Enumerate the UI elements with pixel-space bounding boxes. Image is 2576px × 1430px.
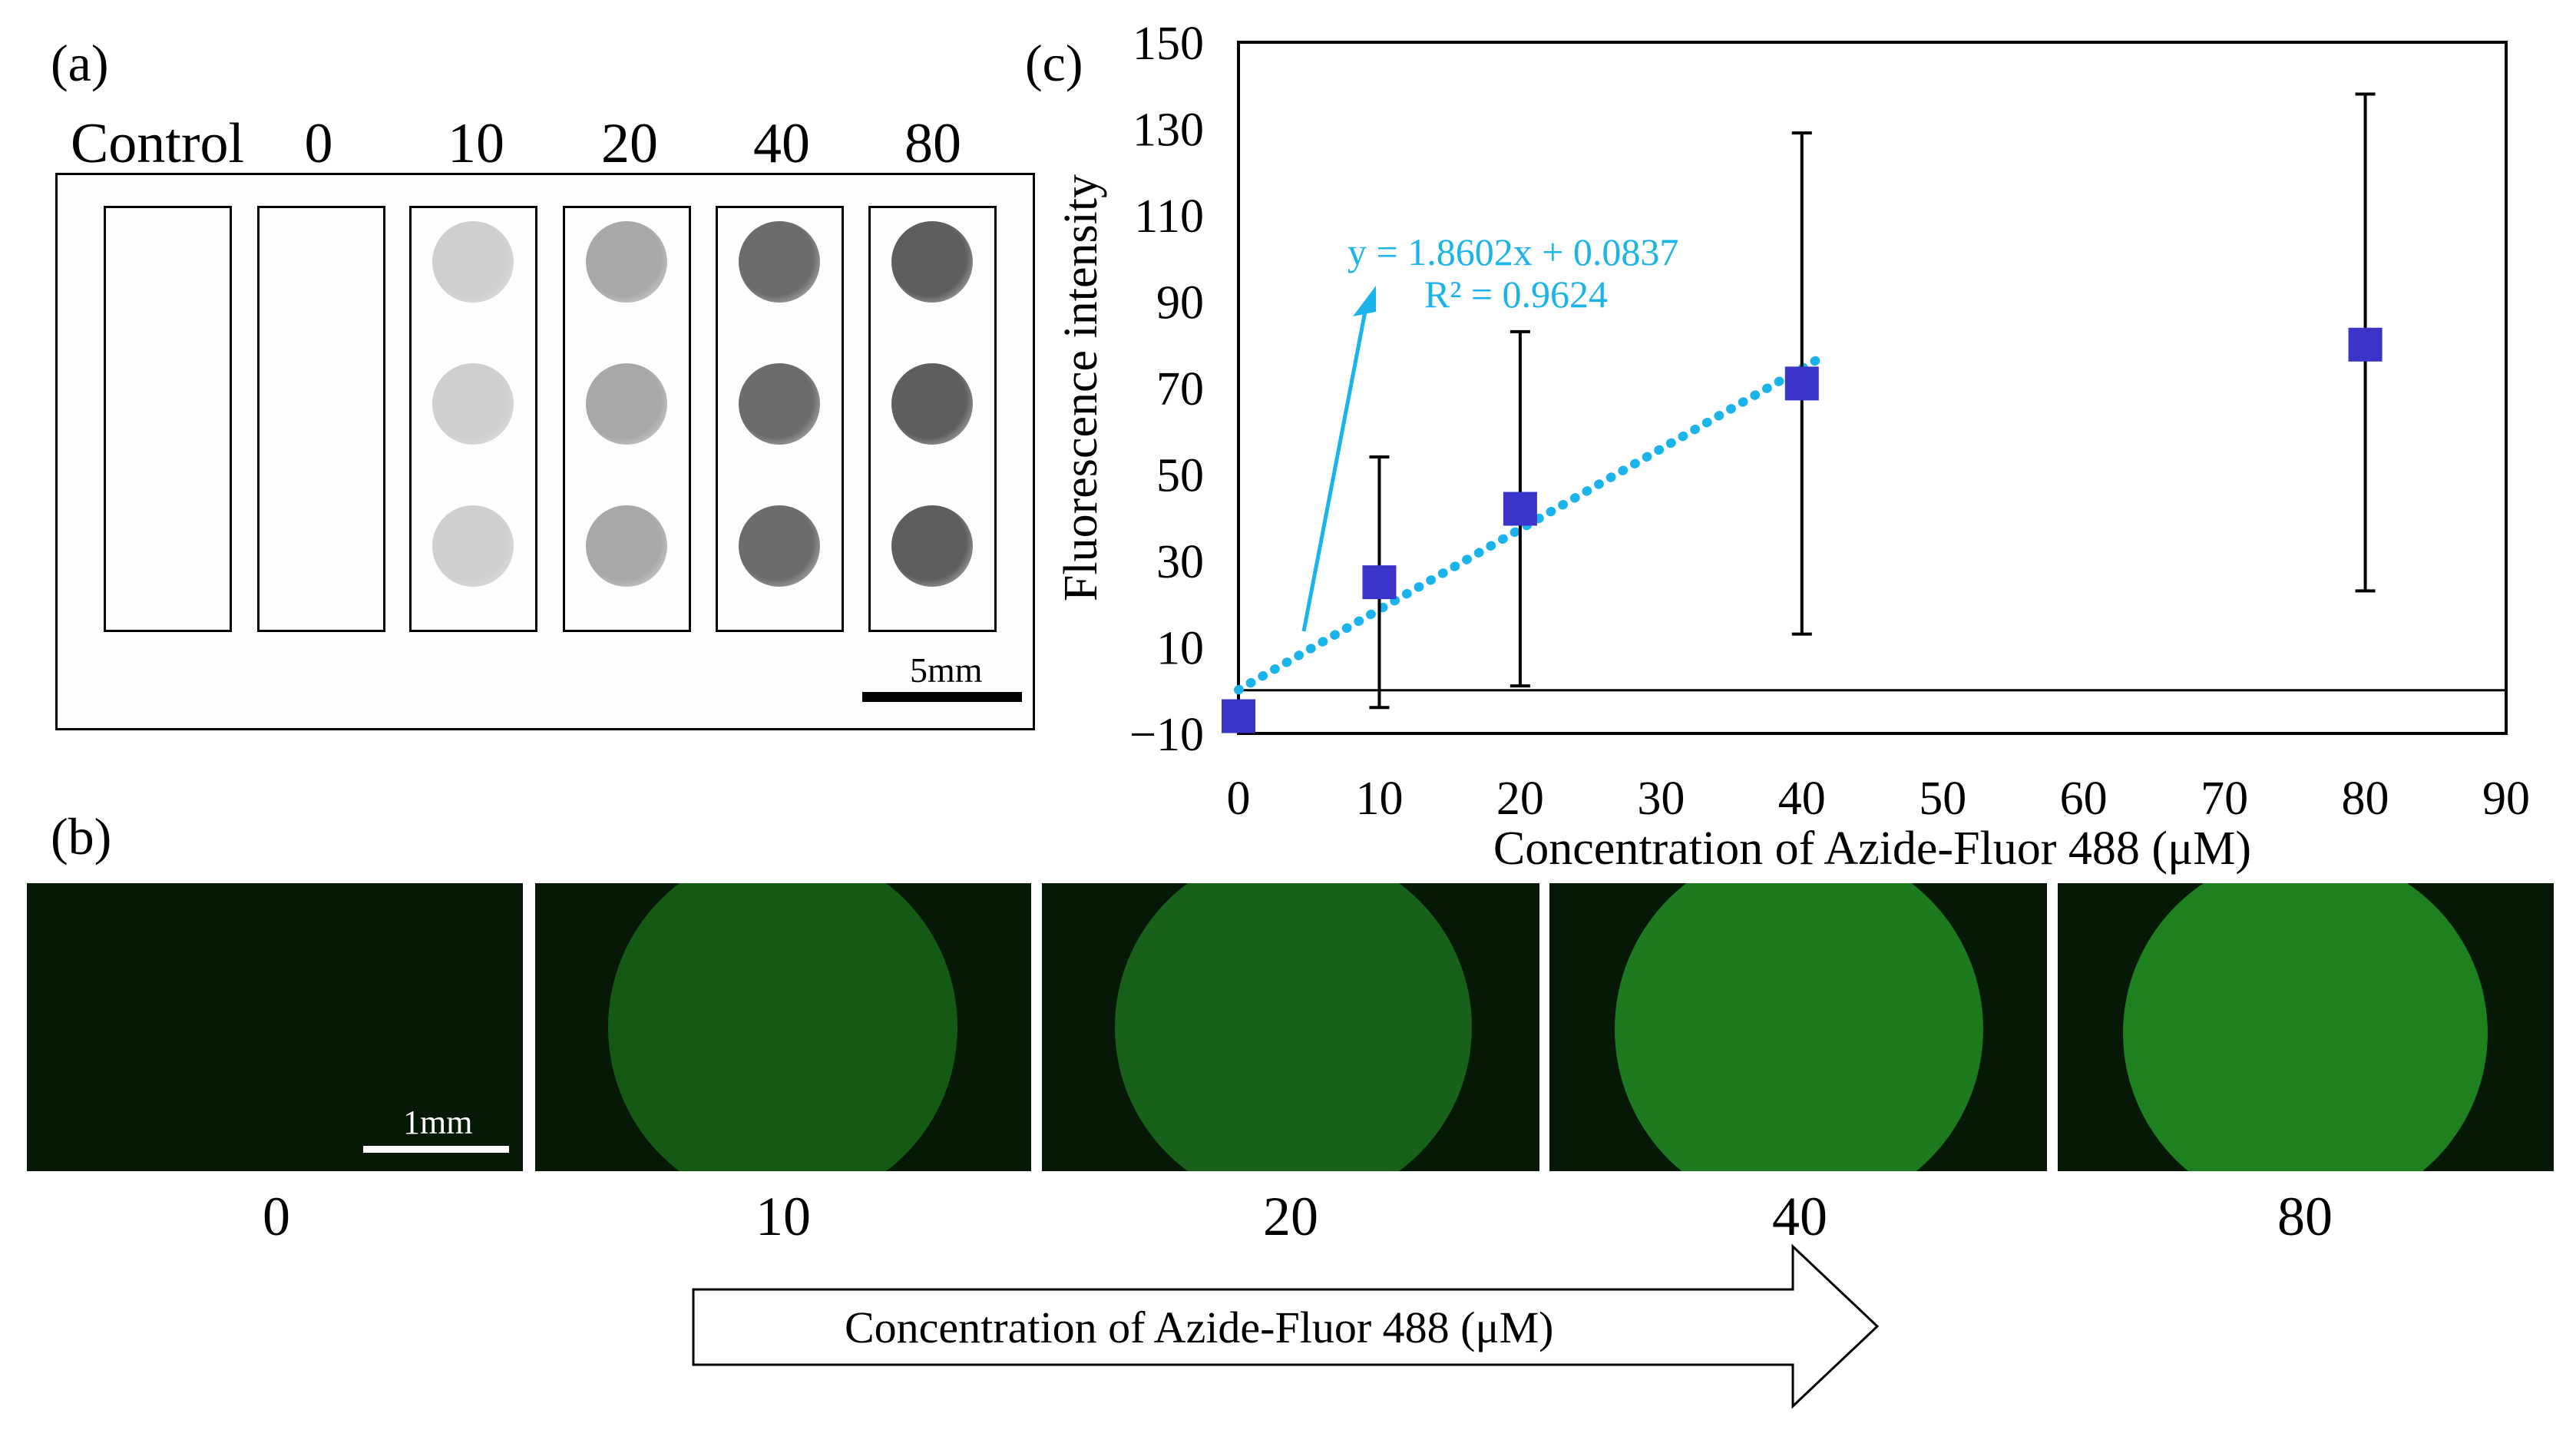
blot-spot [586,221,667,303]
x-tick-label: 20 [1496,773,1544,825]
x-tick-label: 30 [1637,773,1685,825]
blot-scale-label: 5mm [910,650,983,690]
blot-scale-bar [862,692,1022,702]
blot-spot [739,221,820,303]
fluorescence-image-40 [1549,883,2047,1171]
blot-spot [432,505,514,587]
y-tick-label: 10 [1156,623,1204,675]
data-point [1784,366,1819,401]
fluorescence-disk [2123,883,2488,1171]
y-tick-label: 110 [1134,190,1204,243]
blot-spot [891,363,973,445]
data-point [2348,327,2383,362]
fluorescence-disk [1115,883,1472,1171]
x-tick-label: 40 [1778,773,1826,825]
blot-lane-control [104,206,232,632]
panel-a-tag: (a) [51,34,109,92]
blot-spot [586,505,667,587]
trendline-r2: R² = 0.9624 [1424,273,1608,316]
blot-column-header: 80 [904,112,961,175]
blot-lane-10 [409,206,537,632]
fluorescence-concentration-label: 10 [756,1186,811,1247]
fluorescence-disk [1615,883,1983,1171]
panel-b-tag: (b) [51,807,112,866]
membrane-blot-image: 5mm [55,173,1035,730]
blot-lane-40 [716,206,844,632]
blot-lane-0 [257,206,385,632]
concentration-arrow-label: Concentration of Azide-Fluor 488 (μM) [845,1303,1554,1352]
blot-column-header: 40 [753,112,810,175]
y-axis-label: Fluorescence intensity [1055,174,1107,601]
blot-lane-20 [563,206,691,632]
data-point [1503,492,1537,526]
fluorescence-image-20 [1042,883,1539,1171]
fluorescence-image-10 [535,883,1031,1171]
blot-column-header: 0 [304,112,333,175]
x-axis-label: Concentration of Azide-Fluor 488 (μM) [1493,823,2251,875]
fluorescence-concentration-label: 20 [1263,1186,1318,1247]
x-tick-label: 80 [2342,773,2389,825]
fluorescence-disk [608,883,957,1171]
y-tick-label: 130 [1133,104,1204,157]
fluorescence-concentration-label: 0 [263,1186,290,1247]
x-tick-label: 0 [1227,773,1251,825]
blot-spot [432,221,514,303]
fluorescence-concentration-label: 80 [2277,1186,2333,1247]
data-point [1362,565,1397,600]
annotation-arrow-line [1301,303,1369,632]
x-tick-label: 60 [2060,773,2108,825]
blot-spot [586,363,667,445]
panel-c-tag: (c) [1025,34,1083,92]
x-tick-label: 70 [2201,773,2248,825]
plot-frame [1237,41,2508,735]
blot-column-header: Control [70,112,245,175]
blot-spot [891,221,973,303]
y-tick-label: −10 [1129,709,1204,761]
y-tick-label: 50 [1156,450,1204,502]
fluorescence-image-80 [2058,883,2554,1171]
y-tick-label: 30 [1156,536,1204,588]
blot-spot [739,363,820,445]
data-point [1222,699,1255,733]
y-tick-label: 90 [1156,277,1204,329]
trendline-equation: y = 1.8602x + 0.0837 [1348,230,1678,273]
fluorescence-concentration-label: 40 [1772,1186,1827,1247]
x-tick-label: 50 [1919,773,1966,825]
blot-spot [432,363,514,445]
fluorescence-disk [111,883,465,1171]
x-tick-label: 90 [2482,773,2530,825]
blot-column-header: 10 [448,112,504,175]
blot-lane-80 [868,206,997,632]
blot-spot [891,505,973,587]
concentration-arrow [692,1243,1880,1409]
fluorescence-scale-label: 1mm [403,1104,473,1141]
y-tick-label: 150 [1133,18,1204,70]
y-tick-label: 70 [1156,363,1204,415]
fluorescence-scale-bar [363,1146,509,1153]
blot-spot [739,505,820,587]
x-tick-label: 10 [1355,773,1403,825]
blot-column-header: 20 [601,112,658,175]
annotation-arrow-head [1353,286,1376,316]
fluorescence-image-0: 1mm [27,883,523,1171]
